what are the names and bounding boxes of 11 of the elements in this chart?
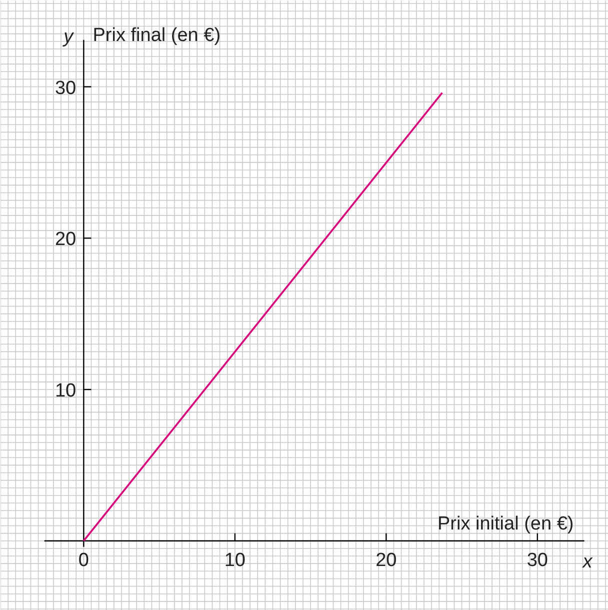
y-axis-title: Prix final (en €) bbox=[92, 24, 221, 46]
annotation: y bbox=[62, 26, 75, 48]
y-tick-label: 20 bbox=[54, 229, 76, 250]
y-tick-label: 30 bbox=[54, 78, 76, 99]
x-tick-label: 0 bbox=[78, 550, 89, 572]
y-tick-label: 10 bbox=[54, 380, 76, 402]
annotation: x bbox=[582, 552, 594, 573]
x-tick-label: 20 bbox=[376, 550, 397, 572]
x-axis-title: Prix initial (en €) bbox=[438, 514, 574, 535]
x-tick-label: 10 bbox=[224, 550, 246, 572]
x-tick-label: 30 bbox=[526, 550, 548, 572]
